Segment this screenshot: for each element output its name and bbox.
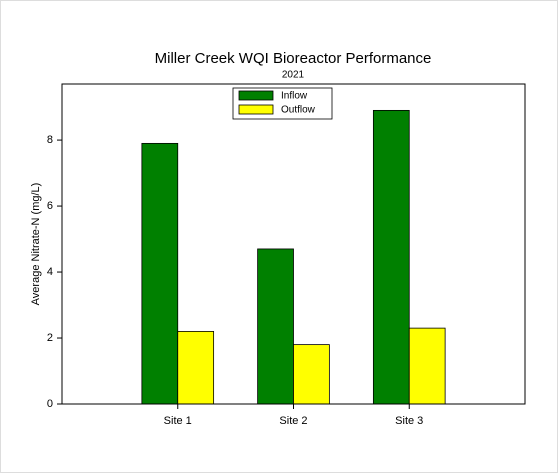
plot-frame: [61, 83, 526, 405]
bar: [257, 248, 294, 405]
chart-title: Miller Creek WQI Bioreactor Performance: [155, 50, 432, 67]
legend-swatch: [238, 90, 274, 101]
bar: [177, 331, 215, 405]
y-tick-label: 6: [47, 200, 53, 212]
chart-subtitle: 2021: [282, 70, 305, 81]
legend-label: Inflow: [281, 91, 308, 102]
y-tick-label: 4: [47, 266, 53, 278]
y-axis-label: Average Nitrate-N (mg/L): [30, 183, 42, 306]
y-tick-label: 2: [47, 332, 53, 344]
bar: [408, 327, 446, 405]
bar: [372, 109, 410, 405]
bar: [293, 344, 330, 405]
legend-swatch: [238, 104, 274, 115]
x-tick-label: Site 3: [395, 415, 423, 427]
bar: [141, 142, 179, 405]
x-tick-label: Site 1: [164, 415, 192, 427]
y-tick-label: 0: [47, 398, 53, 410]
legend-label: Outflow: [281, 105, 316, 116]
y-tick-label: 8: [47, 134, 53, 146]
x-tick-label: Site 2: [279, 415, 307, 427]
